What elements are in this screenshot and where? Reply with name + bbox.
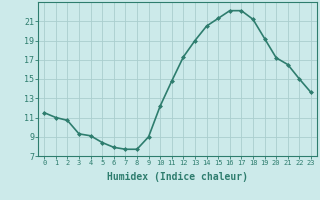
X-axis label: Humidex (Indice chaleur): Humidex (Indice chaleur): [107, 172, 248, 182]
